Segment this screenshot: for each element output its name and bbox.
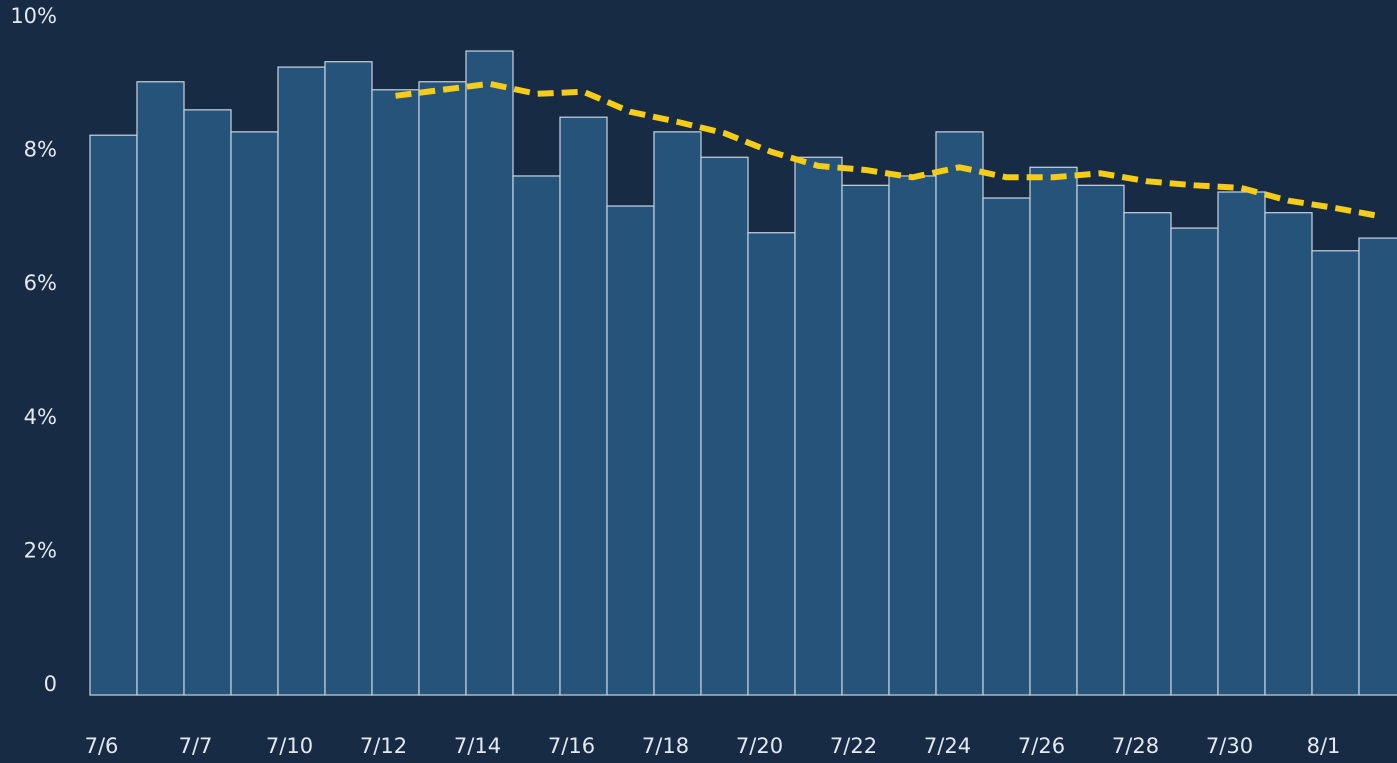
bar: [324, 61, 373, 696]
bar: [1264, 212, 1313, 696]
bar: [277, 66, 326, 696]
bar: [183, 109, 232, 696]
bar: [794, 156, 843, 696]
bar: [982, 197, 1031, 696]
bar: [653, 131, 702, 696]
x-tick-label: 7/18: [642, 734, 689, 758]
bar: [888, 175, 937, 696]
bar: [418, 81, 467, 696]
y-tick-label: 8%: [24, 138, 57, 162]
x-tick-label: 7/26: [1018, 734, 1065, 758]
y-tick-label: 0: [44, 672, 57, 696]
bar: [136, 81, 185, 696]
y-tick-label: 2%: [24, 538, 57, 562]
bar: [1217, 191, 1266, 696]
x-tick-label: 7/10: [266, 734, 313, 758]
bar: [1029, 166, 1078, 696]
y-tick-label: 10%: [10, 4, 57, 28]
x-tick-label: 7/14: [454, 734, 501, 758]
x-tick-label: 8/1: [1307, 734, 1341, 758]
x-tick-label: 7/20: [736, 734, 783, 758]
x-tick-label: 7/16: [548, 734, 595, 758]
x-tick-label: 7/22: [830, 734, 877, 758]
x-tick-label: 7/12: [360, 734, 407, 758]
bar: [1358, 237, 1397, 696]
x-tick-label: 7/6: [85, 734, 119, 758]
bar: [1311, 250, 1360, 696]
x-tick-label: 7/28: [1112, 734, 1159, 758]
bar: [89, 134, 138, 696]
bar: [700, 156, 749, 696]
x-tick-label: 7/7: [179, 734, 213, 758]
bar: [841, 184, 890, 696]
bar: [465, 50, 514, 696]
bar: [1076, 184, 1125, 696]
bar: [230, 131, 279, 696]
bar: [1123, 212, 1172, 696]
y-tick-label: 6%: [24, 271, 57, 295]
bar: [512, 175, 561, 696]
bar: [1170, 227, 1219, 696]
bar: [606, 205, 655, 696]
bar: [559, 116, 608, 696]
y-tick-label: 4%: [24, 405, 57, 429]
x-tick-label: 7/24: [924, 734, 971, 758]
x-tick-label: 7/30: [1206, 734, 1253, 758]
bar: [747, 232, 796, 696]
moving-average-line: [395, 80, 1384, 220]
bar: [371, 89, 420, 696]
bar: [935, 131, 984, 696]
